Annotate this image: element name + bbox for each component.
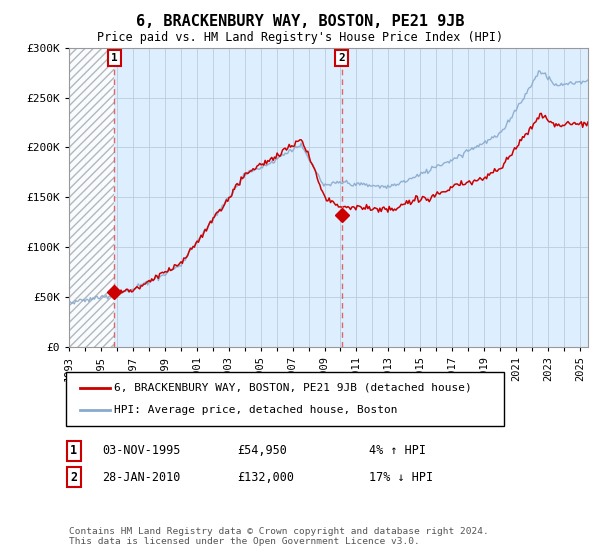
Text: £132,000: £132,000 <box>237 470 294 484</box>
Text: 28-JAN-2010: 28-JAN-2010 <box>102 470 181 484</box>
Text: 1: 1 <box>111 53 118 63</box>
Text: HPI: Average price, detached house, Boston: HPI: Average price, detached house, Bost… <box>114 405 398 416</box>
Text: 2: 2 <box>70 470 77 484</box>
Text: 03-NOV-1995: 03-NOV-1995 <box>102 444 181 458</box>
Text: 17% ↓ HPI: 17% ↓ HPI <box>369 470 433 484</box>
Text: 4% ↑ HPI: 4% ↑ HPI <box>369 444 426 458</box>
Text: 6, BRACKENBURY WAY, BOSTON, PE21 9JB (detached house): 6, BRACKENBURY WAY, BOSTON, PE21 9JB (de… <box>114 382 472 393</box>
Bar <box>69 48 115 347</box>
Text: £54,950: £54,950 <box>237 444 287 458</box>
Text: 1: 1 <box>70 444 77 458</box>
Text: 6, BRACKENBURY WAY, BOSTON, PE21 9JB: 6, BRACKENBURY WAY, BOSTON, PE21 9JB <box>136 14 464 29</box>
Text: 2: 2 <box>338 53 345 63</box>
Text: Price paid vs. HM Land Registry's House Price Index (HPI): Price paid vs. HM Land Registry's House … <box>97 31 503 44</box>
Text: Contains HM Land Registry data © Crown copyright and database right 2024.
This d: Contains HM Land Registry data © Crown c… <box>69 526 489 546</box>
